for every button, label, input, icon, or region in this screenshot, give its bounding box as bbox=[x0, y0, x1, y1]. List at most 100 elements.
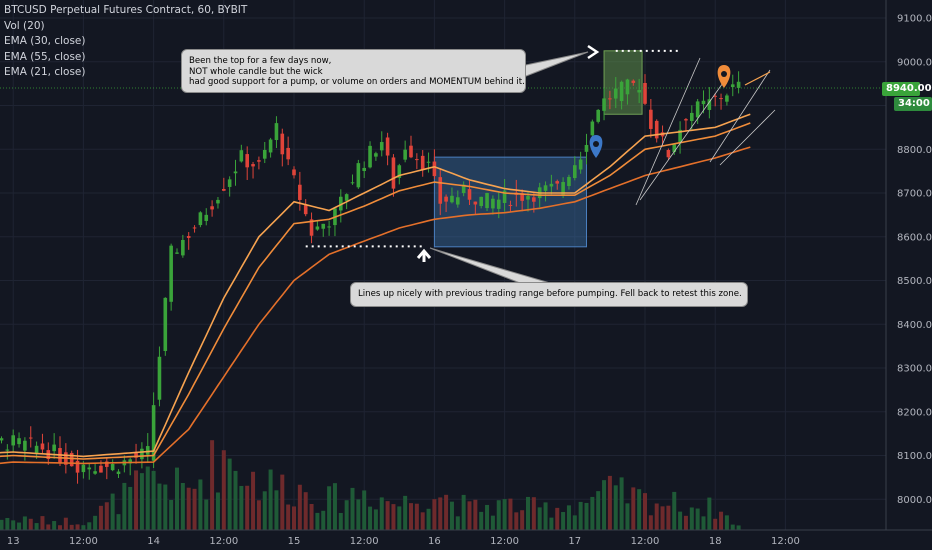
candle-body bbox=[690, 112, 694, 121]
trend-line[interactable] bbox=[709, 69, 771, 163]
trend-line[interactable] bbox=[744, 71, 771, 86]
volume-bar bbox=[572, 515, 577, 530]
volume-bar bbox=[139, 473, 144, 530]
volume-bar bbox=[561, 512, 566, 530]
volume-bar bbox=[28, 518, 33, 530]
volume-bar bbox=[607, 475, 612, 530]
volume-bar bbox=[280, 474, 285, 530]
volume-bar bbox=[637, 489, 642, 530]
candle-body bbox=[140, 448, 144, 460]
annotation-line: had good support for a pump, or volume o… bbox=[189, 77, 525, 87]
volume-bar bbox=[303, 492, 308, 530]
volume-bar bbox=[414, 503, 419, 530]
volume-bar bbox=[98, 505, 103, 530]
annotation-range-callout[interactable]: Lines up nicely with previous trading ra… bbox=[350, 282, 748, 307]
candle-body bbox=[40, 443, 45, 450]
candle-body bbox=[637, 90, 641, 93]
candle-body bbox=[17, 438, 21, 445]
volume-bar bbox=[555, 507, 560, 530]
candle-body bbox=[374, 153, 378, 157]
candle-body bbox=[450, 195, 454, 203]
volume-bar bbox=[514, 512, 519, 530]
volume-bar bbox=[526, 496, 530, 530]
candle-body bbox=[28, 437, 33, 439]
volume-bar bbox=[736, 525, 741, 530]
time-axis[interactable]: 12:00 13 12:00 14 12:00 15 12:00 16 12:00 17 12:00… bbox=[0, 529, 932, 550]
candle-body bbox=[292, 169, 296, 176]
volume-bar bbox=[695, 508, 700, 530]
time-tick-label: 12:00 bbox=[209, 536, 238, 547]
legend-ema30[interactable]: EMA (30, close) bbox=[4, 35, 86, 47]
volume-bar bbox=[245, 485, 250, 530]
last-price-tag: 8940.00 bbox=[882, 82, 932, 96]
candle-body bbox=[245, 154, 249, 168]
candle-body bbox=[403, 149, 407, 160]
price-tick-label: 8400.00 bbox=[897, 320, 932, 331]
legend-ema21[interactable]: EMA (21, close) bbox=[4, 66, 86, 78]
candle-body bbox=[420, 155, 425, 170]
candle-body bbox=[508, 204, 513, 206]
volume-bar bbox=[426, 508, 431, 530]
candle-body bbox=[584, 144, 589, 152]
volume-bar bbox=[11, 520, 16, 530]
volume-bar bbox=[432, 499, 437, 530]
volume-bar bbox=[485, 504, 490, 530]
volume-bar bbox=[368, 506, 373, 530]
volume-bar bbox=[110, 493, 115, 530]
volume-bar bbox=[104, 502, 109, 530]
legend-vol[interactable]: Vol (20) bbox=[4, 19, 45, 32]
trend-line[interactable] bbox=[635, 57, 701, 206]
volume-bar bbox=[5, 517, 10, 530]
candle-body bbox=[69, 452, 74, 467]
volume-bar bbox=[508, 498, 513, 530]
trend-line[interactable] bbox=[719, 109, 776, 166]
candle-body bbox=[303, 205, 308, 215]
volume-bar bbox=[198, 479, 203, 530]
candle-body bbox=[409, 145, 413, 158]
candle-body bbox=[280, 133, 285, 155]
candle-body bbox=[379, 142, 384, 151]
candle-body bbox=[75, 460, 80, 473]
drawings bbox=[0, 44, 886, 284]
price-tick-label: 8100.00 bbox=[897, 451, 932, 462]
volume-bar bbox=[566, 505, 571, 530]
volume-bar bbox=[461, 494, 466, 530]
volume-bar bbox=[163, 484, 168, 530]
volume-bar bbox=[578, 501, 583, 530]
volume-bar bbox=[344, 500, 349, 530]
pin-hole bbox=[593, 141, 599, 147]
volume-bar bbox=[449, 501, 454, 530]
candle-body bbox=[643, 83, 647, 104]
volume-bar bbox=[169, 499, 174, 530]
candle-body bbox=[134, 452, 138, 458]
volume-bar bbox=[602, 480, 607, 530]
annotation-top-callout[interactable]: Been the top for a few days now, NOT who… bbox=[181, 49, 526, 93]
price-tick-label: 8000.00 bbox=[897, 495, 932, 506]
volume-bar bbox=[63, 517, 68, 530]
volume-bar bbox=[590, 496, 595, 530]
volume-bar bbox=[473, 499, 478, 530]
candle-body bbox=[23, 440, 27, 451]
candle-body bbox=[608, 98, 612, 100]
candle-body bbox=[5, 449, 10, 451]
volume-bar bbox=[543, 502, 548, 530]
volume-bar bbox=[584, 502, 589, 530]
candle-body bbox=[684, 119, 688, 121]
volume-bar bbox=[251, 471, 256, 530]
candle-body bbox=[99, 465, 103, 473]
volume-bar bbox=[619, 477, 624, 530]
price-tick-label: 9000.00 bbox=[897, 57, 932, 68]
legend-ema55[interactable]: EMA (55, close) bbox=[4, 50, 86, 63]
volume-bar bbox=[373, 509, 378, 530]
symbol-title[interactable]: BTCUSD Perpetual Futures Contract, 60, B… bbox=[4, 4, 248, 16]
candle-body bbox=[473, 201, 478, 205]
volume-bar bbox=[678, 511, 683, 530]
volume-bar bbox=[227, 458, 232, 530]
candle-body bbox=[438, 177, 443, 204]
candle-body bbox=[251, 164, 255, 167]
trend-line[interactable] bbox=[639, 79, 726, 201]
volume-bar bbox=[385, 501, 390, 530]
candle-body bbox=[327, 226, 331, 228]
volume-bar bbox=[438, 497, 443, 530]
volume-bar bbox=[22, 516, 27, 530]
